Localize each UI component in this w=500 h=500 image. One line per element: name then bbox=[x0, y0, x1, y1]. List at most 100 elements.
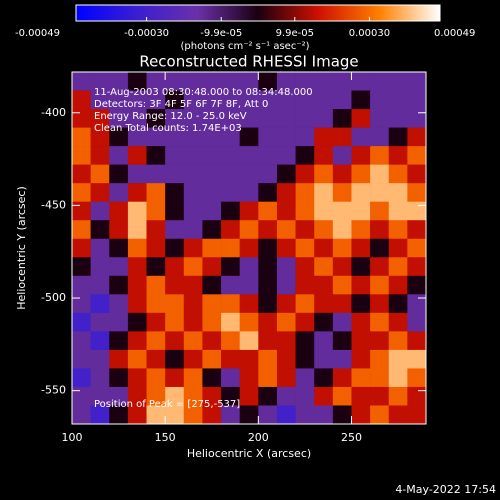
heatmap-cell bbox=[295, 90, 315, 110]
colorbar-swatch bbox=[112, 5, 114, 21]
colorbar-swatch bbox=[161, 5, 163, 21]
colorbar-swatch bbox=[300, 5, 302, 21]
colorbar-swatch bbox=[306, 5, 308, 21]
heatmap-cell bbox=[90, 72, 110, 91]
heatmap-cell bbox=[388, 146, 408, 165]
colorbar-swatch bbox=[170, 5, 172, 21]
heatmap-cell bbox=[90, 275, 110, 295]
heatmap-cell bbox=[351, 368, 371, 388]
heatmap-cell bbox=[146, 405, 166, 425]
heatmap-cell bbox=[183, 405, 203, 425]
heatmap-cell bbox=[388, 201, 408, 221]
colorbar-swatch bbox=[148, 5, 150, 21]
heatmap-cell bbox=[146, 220, 166, 240]
heatmap-cell bbox=[90, 294, 110, 314]
heatmap-cell bbox=[351, 72, 371, 91]
colorbar-swatch bbox=[307, 5, 309, 21]
heatmap-cell bbox=[146, 72, 166, 91]
heatmap-cell bbox=[90, 127, 110, 147]
colorbar-swatch bbox=[126, 5, 128, 21]
colorbar-swatch bbox=[285, 5, 287, 21]
colorbar-swatch bbox=[245, 5, 247, 21]
heatmap-cell bbox=[276, 220, 296, 240]
colorbar-swatch bbox=[187, 5, 189, 21]
colorbar-swatch bbox=[350, 5, 352, 21]
colorbar-swatch bbox=[232, 5, 234, 21]
heatmap-cell bbox=[332, 275, 352, 295]
heatmap-cell bbox=[146, 294, 166, 314]
heatmap-cell bbox=[332, 386, 352, 406]
colorbar-swatch bbox=[380, 5, 382, 21]
heatmap-cell bbox=[370, 183, 390, 202]
heatmap-cell bbox=[72, 275, 91, 295]
colorbar-swatch bbox=[274, 5, 276, 21]
colorbar-swatch bbox=[333, 5, 335, 21]
heatmap-cell bbox=[165, 220, 185, 240]
heatmap-cell bbox=[370, 90, 390, 110]
colorbar-swatch bbox=[273, 5, 275, 21]
colorbar-swatch bbox=[381, 5, 383, 21]
heatmap-cell bbox=[146, 386, 166, 406]
colorbar-swatch bbox=[175, 5, 177, 21]
colorbar-swatch bbox=[223, 5, 225, 21]
colorbar-swatch bbox=[95, 5, 97, 21]
heatmap-cell bbox=[258, 201, 278, 221]
colorbar-swatch bbox=[329, 5, 331, 21]
colorbar-tick-label: -0.00049 bbox=[15, 28, 60, 39]
heatmap-cell bbox=[388, 331, 408, 351]
heatmap-cell bbox=[314, 220, 334, 240]
heatmap-cell bbox=[239, 331, 259, 351]
colorbar-swatch bbox=[349, 5, 351, 21]
heatmap-cell bbox=[314, 331, 334, 351]
colorbar-swatch bbox=[186, 5, 188, 21]
colorbar-swatch bbox=[116, 5, 118, 21]
colorbar-swatch bbox=[299, 5, 301, 21]
heatmap-cell bbox=[295, 146, 315, 165]
colorbar-swatch bbox=[189, 5, 191, 21]
colorbar-swatch bbox=[134, 5, 136, 21]
y-tick-label: -400 bbox=[41, 106, 66, 119]
heatmap-cell bbox=[295, 386, 315, 406]
colorbar-swatch bbox=[238, 5, 240, 21]
colorbar-swatch bbox=[220, 5, 222, 21]
colorbar-swatch bbox=[149, 5, 151, 21]
colorbar-swatch bbox=[418, 5, 420, 21]
colorbar-swatch bbox=[357, 5, 359, 21]
heatmap-cell bbox=[90, 349, 110, 369]
heatmap-cell bbox=[407, 331, 427, 351]
colorbar-swatch bbox=[424, 5, 426, 21]
colorbar-swatch bbox=[394, 5, 396, 21]
heatmap-cell bbox=[295, 220, 315, 240]
colorbar-swatch bbox=[99, 5, 101, 21]
colorbar-swatch bbox=[230, 5, 232, 21]
colorbar-swatch bbox=[279, 5, 281, 21]
colorbar-swatch bbox=[259, 5, 261, 21]
colorbar-swatch bbox=[131, 5, 133, 21]
colorbar-swatch bbox=[378, 5, 380, 21]
heatmap-cell bbox=[109, 275, 129, 295]
heatmap-cell bbox=[314, 72, 334, 91]
heatmap-cell bbox=[332, 183, 352, 202]
heatmap-cell bbox=[332, 257, 352, 277]
heatmap-cell bbox=[276, 90, 296, 110]
heatmap-cell bbox=[276, 331, 296, 351]
heatmap-cell bbox=[258, 386, 278, 406]
heatmap-cell bbox=[221, 146, 240, 165]
colorbar-swatch bbox=[316, 5, 318, 21]
colorbar-swatch bbox=[429, 5, 431, 21]
heatmap-cell bbox=[90, 405, 110, 425]
heatmap-cell bbox=[370, 386, 390, 406]
colorbar-swatch bbox=[236, 5, 238, 21]
heatmap-cell bbox=[258, 294, 278, 314]
heatmap-cell bbox=[183, 201, 203, 221]
colorbar-swatch bbox=[308, 5, 310, 21]
colorbar-swatch bbox=[269, 5, 271, 21]
colorbar-swatch bbox=[301, 5, 303, 21]
colorbar-swatch bbox=[257, 5, 259, 21]
colorbar-swatch bbox=[361, 5, 363, 21]
colorbar-swatch bbox=[385, 5, 387, 21]
colorbar-swatch bbox=[320, 5, 322, 21]
colorbar-swatch bbox=[197, 5, 199, 21]
